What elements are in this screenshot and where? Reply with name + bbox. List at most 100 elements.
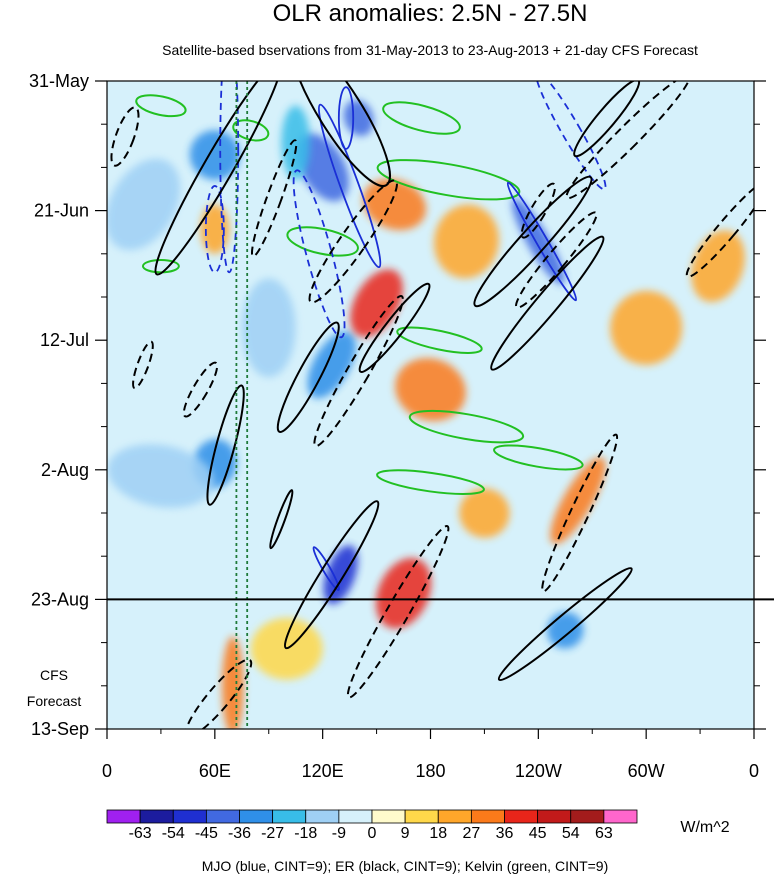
kelvin-contour-3 bbox=[376, 159, 521, 201]
kelvin-contour-7 bbox=[376, 469, 485, 495]
er-contour-dashed-3 bbox=[520, 182, 556, 239]
er-contour-solid-7 bbox=[206, 384, 245, 506]
y-tick-label: 23-Aug bbox=[31, 589, 89, 609]
colorbar-swatch-15 bbox=[603, 809, 638, 824]
anomaly-patch-4 bbox=[511, 198, 565, 285]
plot-area bbox=[106, 80, 774, 730]
x-tick-label: 120W bbox=[515, 761, 562, 781]
y-tick-label: 21-Jun bbox=[34, 201, 89, 221]
anomaly-patch-17 bbox=[222, 636, 244, 729]
er-contour-dashed-5 bbox=[308, 179, 398, 304]
mjo-contour-solid-1 bbox=[337, 86, 355, 150]
colorbar-swatch-13 bbox=[537, 809, 572, 824]
er-contour-dashed-12 bbox=[184, 658, 253, 729]
axes: 31-May 21-Jun 12-Jul 2-Aug 23-Aug 13-Sep 0 60E 1… bbox=[29, 71, 766, 781]
reference-lines bbox=[235, 81, 249, 729]
er-contour-solid-10 bbox=[269, 489, 294, 550]
colorbar-unit: W/m^2 bbox=[680, 819, 729, 836]
colorbar-swatch-12 bbox=[504, 809, 539, 824]
colorbar-swatch-9 bbox=[404, 809, 439, 824]
er-contour-dashed-11 bbox=[346, 525, 450, 699]
x-tick-label: 0 bbox=[749, 761, 759, 781]
colorbar-swatch-7 bbox=[338, 809, 373, 824]
kelvin-contour-6 bbox=[408, 409, 525, 444]
x-tick-label: 60E bbox=[199, 761, 231, 781]
y-tick-label: 2-Aug bbox=[41, 460, 89, 480]
x-tick-label: 180 bbox=[415, 761, 445, 781]
er-contour-solid-3 bbox=[490, 235, 605, 371]
anomaly-patch-7 bbox=[107, 444, 215, 508]
mjo-contour-solid-2 bbox=[506, 181, 578, 302]
er-contour-solid-5 bbox=[358, 282, 431, 373]
colorbar-label: -54 bbox=[162, 825, 185, 842]
kelvin-contour-0 bbox=[135, 94, 187, 118]
anomaly-patch-18 bbox=[200, 204, 230, 254]
mjo-contour-dashed-3 bbox=[534, 81, 607, 191]
anomaly-patch-5 bbox=[307, 331, 356, 399]
er-contour-solid-4 bbox=[573, 81, 641, 158]
colorbar-label: 0 bbox=[368, 825, 377, 842]
x-tick-label: 0 bbox=[102, 761, 112, 781]
colorbar-label: 63 bbox=[595, 825, 613, 842]
kelvin-contour-5 bbox=[396, 326, 483, 354]
anomaly-patch-19 bbox=[550, 457, 606, 545]
colorbar-label: 54 bbox=[562, 825, 580, 842]
er-contour-solid-8 bbox=[283, 500, 380, 650]
er-contour-dashed-0 bbox=[110, 106, 140, 167]
colorbar-label: -9 bbox=[332, 825, 346, 842]
x-tick-label: 60W bbox=[628, 761, 665, 781]
kelvin-contour-2 bbox=[382, 101, 461, 135]
er-contour-dashed-1 bbox=[565, 81, 691, 200]
anomaly-patch-10 bbox=[241, 278, 296, 378]
er-contour-dashed-2 bbox=[515, 211, 598, 309]
colorbar-swatch-14 bbox=[570, 809, 605, 824]
wave-contours bbox=[110, 81, 754, 729]
contour-legend: MJO (blue, CINT=9); ER (black, CINT=9); … bbox=[202, 858, 609, 874]
colorbar-swatch-6 bbox=[305, 809, 340, 824]
er-contour-dashed-4 bbox=[685, 180, 754, 278]
colorbar-label: 45 bbox=[529, 825, 547, 842]
chart-subtitle: Satellite-based bservations from 31-May-… bbox=[162, 42, 698, 58]
colorbar-label: -45 bbox=[195, 825, 218, 842]
er-contour-solid-1 bbox=[154, 81, 283, 276]
kelvin-contour-4 bbox=[286, 226, 359, 257]
anomaly-patch-3 bbox=[343, 99, 374, 137]
er-contour-solid-6 bbox=[276, 321, 340, 433]
er-contour-dashed-8 bbox=[132, 340, 154, 390]
colorbar-swatch-1 bbox=[139, 809, 174, 824]
er-contour-dashed-9 bbox=[182, 361, 219, 418]
y-tick-label: 12-Jul bbox=[40, 330, 89, 350]
anomaly-patch-8 bbox=[323, 545, 358, 605]
er-contour-dashed-10 bbox=[541, 433, 619, 593]
mjo-contour-solid-3 bbox=[312, 546, 340, 591]
colorbar-swatch-8 bbox=[371, 809, 406, 824]
anomaly-field bbox=[107, 99, 745, 729]
anomaly-patch-15 bbox=[395, 358, 466, 422]
anomaly-patch-16 bbox=[375, 558, 432, 629]
mjo-contour-dashed-2 bbox=[292, 169, 346, 339]
mjo-contour-solid-0 bbox=[317, 103, 382, 269]
mjo-contour-dashed-1 bbox=[204, 185, 225, 274]
colorbar-label: -36 bbox=[228, 825, 251, 842]
er-contour-solid-0 bbox=[290, 81, 391, 188]
colorbar-swatch-5 bbox=[272, 809, 307, 824]
colorbar-swatch-11 bbox=[470, 809, 505, 824]
colorbar-swatch-2 bbox=[172, 809, 207, 824]
colorbar-swatch-4 bbox=[239, 809, 274, 824]
forecast-label-line2: Forecast bbox=[27, 693, 82, 709]
colorbar-swatch-10 bbox=[437, 809, 472, 824]
anomaly-patch-14 bbox=[433, 204, 499, 279]
colorbar-label: 36 bbox=[496, 825, 514, 842]
kelvin-contour-8 bbox=[493, 444, 584, 471]
colorbar-swatch-0 bbox=[106, 809, 141, 824]
y-tick-label: 31-May bbox=[29, 71, 89, 91]
chart-title: OLR anomalies: 2.5N - 27.5N bbox=[273, 0, 588, 27]
colorbar-label: -18 bbox=[294, 825, 317, 842]
er-contour-dashed-7 bbox=[313, 295, 404, 448]
x-tick-label: 120E bbox=[302, 761, 344, 781]
mjo-contour-dashed-0 bbox=[219, 81, 240, 274]
anomaly-patch-21 bbox=[459, 488, 510, 538]
er-contour-solid-9 bbox=[497, 567, 633, 682]
y-tick-label: 13-Sep bbox=[31, 719, 89, 739]
